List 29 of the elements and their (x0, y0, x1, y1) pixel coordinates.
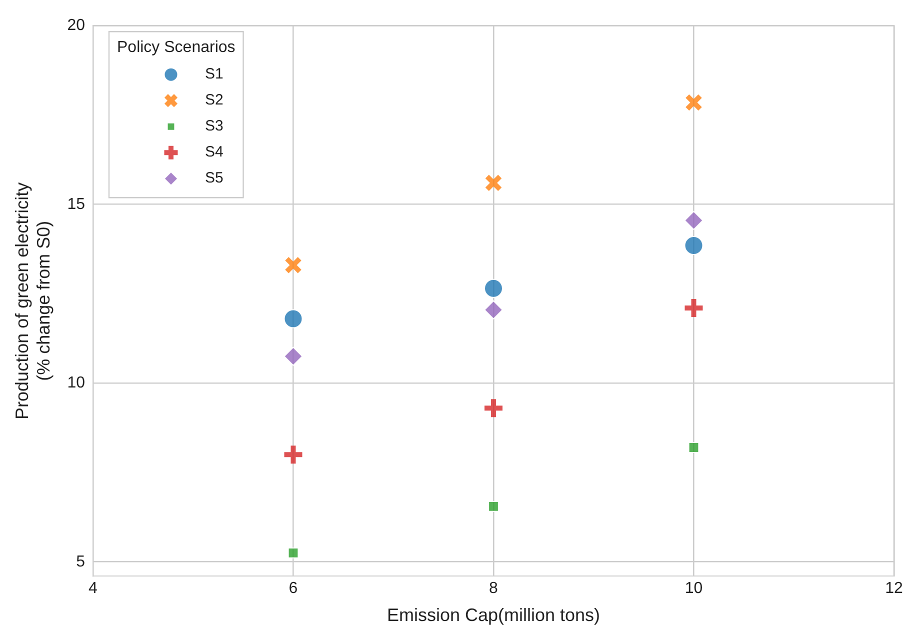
x-tick-label: 10 (684, 580, 703, 598)
y-axis-title: Production of green electricity (% change from S0) (12, 182, 54, 420)
point (284, 346, 303, 366)
point (688, 442, 700, 453)
y-tick-label: 15 (67, 196, 86, 213)
point (488, 501, 499, 512)
legend-label: S2 (204, 92, 224, 109)
point (288, 548, 299, 558)
legend-label: S1 (204, 66, 224, 83)
x-axis-title: Emission Cap(million tons) (386, 605, 600, 626)
point (484, 278, 503, 298)
point (284, 309, 303, 328)
x-tick-label: 6 (288, 580, 298, 598)
y-tick-label: 5 (76, 553, 86, 570)
y-tick-label: 10 (67, 374, 86, 392)
point (284, 256, 302, 274)
point (484, 174, 502, 192)
x-tick-label: 12 (885, 580, 903, 598)
point (684, 210, 704, 230)
x-tick-label: 4 (88, 580, 98, 598)
y-tick-label: 20 (67, 17, 86, 34)
legend-label: S3 (204, 118, 224, 135)
legend-label: S4 (204, 144, 224, 161)
legend-label: S5 (204, 170, 224, 187)
point (484, 300, 503, 320)
point (684, 236, 704, 255)
legend-title: Policy Scenarios (116, 39, 236, 56)
point (684, 94, 703, 112)
x-tick-label: 8 (489, 580, 498, 598)
